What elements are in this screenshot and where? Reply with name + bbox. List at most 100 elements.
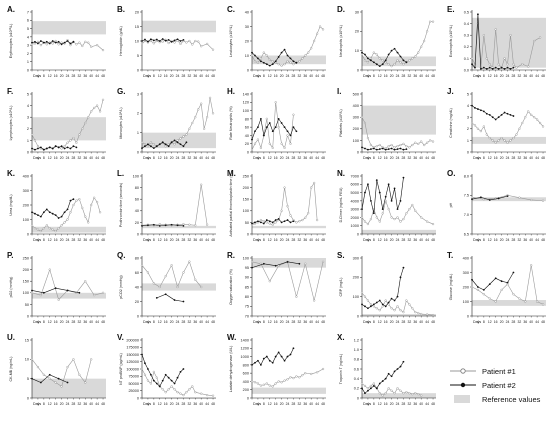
y-tick-label: 300 — [463, 271, 469, 275]
data-point-patient2 — [72, 198, 75, 201]
series-line-patient1 — [471, 23, 541, 69]
data-point-patient1 — [426, 220, 429, 223]
x-tick-label: 44 — [315, 156, 319, 160]
data-point-patient2 — [277, 218, 280, 220]
data-point-patient2 — [375, 301, 378, 304]
data-point-patient1 — [366, 222, 369, 226]
data-point-patient2 — [63, 147, 66, 150]
data-point-patient2 — [158, 224, 161, 227]
data-point-patient1 — [485, 133, 488, 136]
data-point-patient1 — [152, 370, 155, 373]
data-point-patient2 — [471, 198, 473, 201]
data-point-patient2 — [292, 347, 295, 350]
data-point-patient2 — [176, 224, 179, 227]
data-point-patient2 — [78, 291, 81, 294]
x-tick-label: 36 — [523, 238, 527, 242]
data-point-patient2 — [141, 353, 143, 356]
reference-band — [252, 225, 326, 229]
data-point-patient2 — [176, 376, 179, 379]
x-axis-prefix: Days — [363, 156, 371, 160]
x-tick-label: 28 — [402, 320, 406, 324]
data-point-patient1 — [51, 42, 54, 45]
data-point-patient1 — [90, 203, 93, 207]
y-axis-title: Urea (mg/dL) — [9, 194, 13, 215]
x-tick-label: 4 — [257, 320, 259, 324]
data-point-patient1 — [48, 377, 51, 380]
x-axis-prefix: Days — [143, 320, 151, 324]
data-point-patient2 — [39, 215, 42, 218]
data-point-patient1 — [533, 116, 536, 119]
data-point-patient2 — [31, 377, 33, 380]
data-point-patient1 — [530, 264, 533, 267]
data-point-patient1 — [211, 112, 215, 115]
x-tick-label: 20 — [170, 74, 174, 78]
data-point-patient2 — [274, 219, 277, 221]
data-point-patient1 — [420, 140, 423, 143]
data-point-patient1 — [429, 139, 432, 142]
panel-v: V. 0 25000 50000 75000 100000 125000 150000 1750… — [117, 333, 216, 406]
data-point-patient2 — [37, 42, 39, 45]
y-tick-label: 0.3 — [464, 34, 469, 38]
data-point-patient1 — [60, 41, 63, 44]
x-tick-label: 44 — [425, 238, 429, 242]
data-point-patient1 — [363, 220, 367, 223]
data-point-patient2 — [485, 112, 488, 115]
panel-label: C. — [227, 5, 235, 14]
data-point-patient1 — [360, 216, 364, 219]
data-point-patient2 — [283, 359, 286, 362]
data-point-patient2 — [149, 145, 152, 148]
data-point-patient1 — [292, 113, 295, 116]
data-point-patient1 — [33, 42, 37, 45]
data-point-patient2 — [393, 47, 396, 50]
data-point-patient1 — [96, 44, 99, 47]
data-point-patient1 — [485, 57, 488, 60]
data-point-patient1 — [173, 41, 176, 44]
data-point-patient2 — [48, 42, 51, 45]
y-tick-label: 4000 — [351, 199, 359, 203]
x-axis-prefix: Days — [253, 238, 261, 242]
data-point-patient2 — [251, 138, 253, 141]
data-point-patient2 — [378, 148, 381, 151]
y-tick-label: 3 — [27, 44, 29, 48]
series-line-patient2 — [141, 140, 187, 149]
data-point-patient2 — [500, 113, 503, 116]
y-tick-label: 500 — [353, 92, 359, 96]
data-point-patient2 — [292, 60, 295, 63]
data-point-patient1 — [399, 61, 402, 64]
panel-label: A. — [7, 5, 15, 14]
x-tick-label: 32 — [297, 74, 301, 78]
y-tick-label: 0 — [27, 150, 29, 154]
data-point-patient1 — [405, 212, 408, 215]
x-tick-label: 24 — [286, 156, 290, 160]
data-point-patient2 — [271, 63, 274, 66]
data-point-patient1 — [541, 125, 545, 128]
x-tick-label: 40 — [89, 156, 93, 160]
data-point-patient1 — [143, 143, 147, 146]
data-point-patient1 — [63, 221, 66, 224]
x-tick-label: 12 — [378, 320, 382, 324]
data-point-patient1 — [417, 51, 420, 54]
data-point-patient2 — [262, 357, 265, 360]
data-point-patient1 — [512, 137, 515, 140]
data-point-patient1 — [78, 41, 81, 44]
data-point-patient2 — [66, 289, 69, 292]
data-point-patient1 — [176, 139, 179, 142]
data-point-patient1 — [161, 40, 164, 43]
panel-label: G. — [117, 87, 125, 96]
x-tick-label: 32 — [517, 238, 521, 242]
x-tick-label: 36 — [303, 156, 307, 160]
x-tick-label: 8 — [373, 238, 375, 242]
data-point-patient2 — [155, 145, 158, 148]
data-point-patient1 — [295, 375, 298, 378]
x-tick-label: 32 — [187, 238, 191, 242]
x-tick-label: 36 — [523, 74, 527, 78]
data-point-patient1 — [384, 392, 387, 395]
y-tick-label: 60 — [135, 198, 139, 202]
legend-item-reference: Reference values — [448, 392, 548, 406]
data-point-patient2 — [393, 148, 396, 151]
y-tick-label: 400 — [23, 174, 29, 178]
y-tick-label: 90 — [245, 276, 249, 280]
y-tick-label: 1000 — [351, 224, 359, 228]
data-point-patient2 — [387, 148, 390, 151]
data-point-patient2 — [283, 48, 286, 51]
